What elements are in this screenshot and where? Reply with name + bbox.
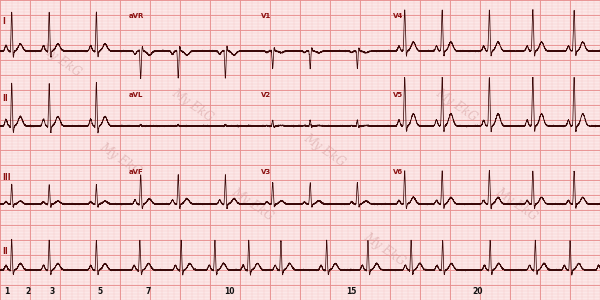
Text: My EkG: My EkG xyxy=(361,230,407,268)
Text: 10: 10 xyxy=(224,286,235,296)
Text: My EkG: My EkG xyxy=(97,140,143,178)
Text: V1: V1 xyxy=(261,14,271,20)
Text: V2: V2 xyxy=(261,92,271,98)
Text: My EkG: My EkG xyxy=(169,86,215,124)
Text: aVF: aVF xyxy=(129,169,144,175)
Text: 15: 15 xyxy=(346,286,356,296)
Text: V3: V3 xyxy=(261,169,271,175)
Text: I: I xyxy=(2,16,5,26)
Text: 20: 20 xyxy=(472,286,483,296)
Text: My EkG: My EkG xyxy=(433,86,479,124)
Text: V5: V5 xyxy=(393,92,403,98)
Text: 5: 5 xyxy=(98,286,103,296)
Text: aVR: aVR xyxy=(129,14,145,20)
Text: V4: V4 xyxy=(393,14,403,20)
Text: 3: 3 xyxy=(49,286,55,296)
Text: II: II xyxy=(2,94,8,103)
Text: My EkG: My EkG xyxy=(37,41,83,79)
Text: 2: 2 xyxy=(26,286,31,296)
Text: My EkG: My EkG xyxy=(493,185,539,223)
Text: My EkG: My EkG xyxy=(229,185,275,223)
Text: 1: 1 xyxy=(4,286,10,296)
Text: My EkG: My EkG xyxy=(301,131,347,169)
Text: III: III xyxy=(2,172,10,182)
Text: 7: 7 xyxy=(146,286,151,296)
Text: aVL: aVL xyxy=(129,92,143,98)
Text: II: II xyxy=(2,248,8,256)
Text: V6: V6 xyxy=(393,169,403,175)
